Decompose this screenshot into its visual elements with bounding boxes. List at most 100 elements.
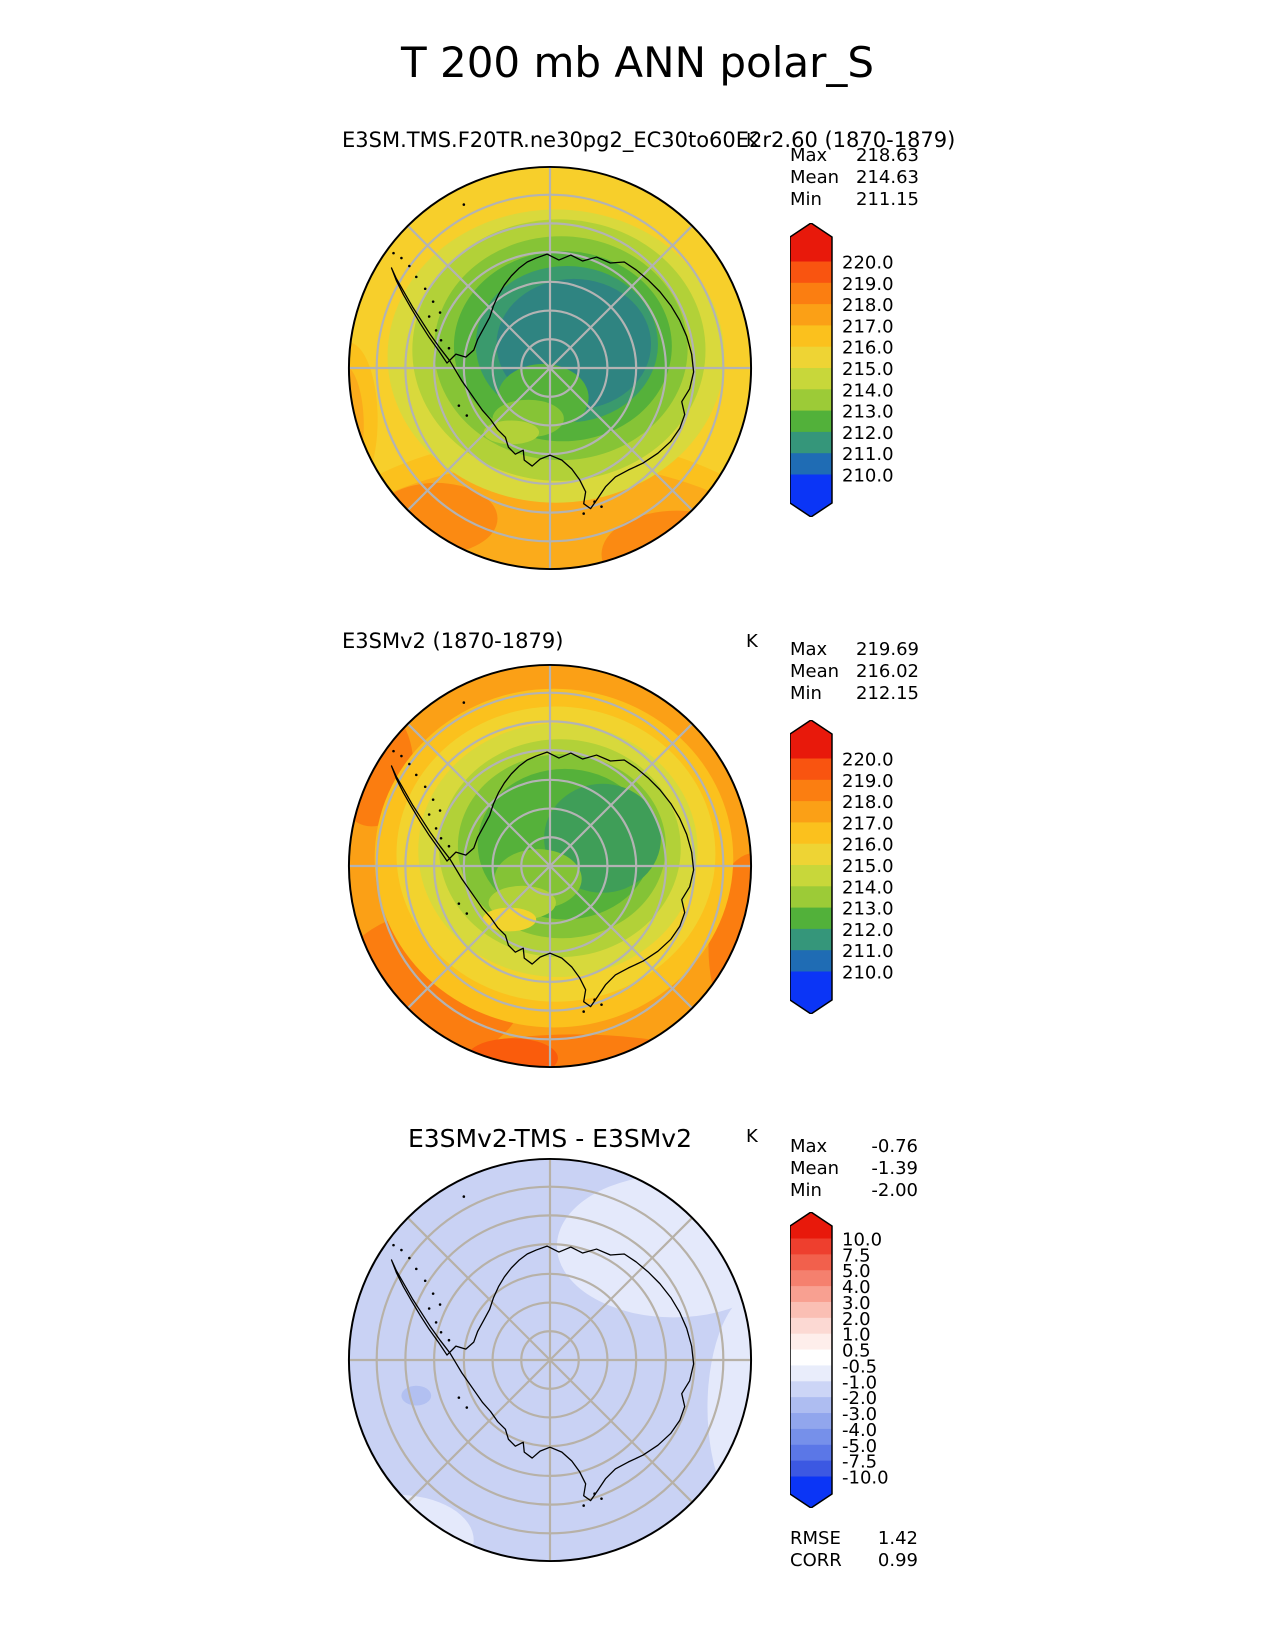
polar-map-difference — [342, 1152, 758, 1568]
colorbar-tick-label: 10.0 — [842, 1230, 882, 1251]
colorbar-tick-label: 219.0 — [842, 274, 894, 295]
colorbar-tick-label: 2.0 — [842, 1309, 871, 1330]
metric-label: CORR — [790, 1550, 842, 1571]
colorbar-tick-label: 212.0 — [842, 920, 894, 941]
metric-row: RMSE 1.42 — [790, 1528, 918, 1550]
map-svg — [347, 1157, 753, 1563]
stat-label: Min — [790, 189, 822, 210]
metrics-block: RMSE 1.42 CORR 0.99 — [790, 1528, 918, 1572]
panel-title: E3SMv2-TMS - E3SMv2 — [407, 1124, 693, 1153]
map-svg — [347, 663, 753, 1069]
stat-row: Min 212.15 — [790, 683, 919, 705]
polar-map-test — [342, 160, 758, 576]
stat-value: 216.02 — [856, 661, 919, 682]
metric-value: 1.42 — [877, 1528, 918, 1549]
panel-title: E3SMv2 (1870-1879) — [342, 629, 564, 653]
panel-title: E3SM.TMS.F20TR.ne30pg2_EC30to60E2r2.60 (… — [342, 128, 956, 152]
colorbar-tick-label: 211.0 — [842, 444, 894, 465]
stat-label: Max — [790, 1136, 828, 1157]
units-label: K — [746, 130, 758, 151]
colorbar-tick-label: 210.0 — [842, 963, 894, 984]
colorbar-tick-label: 214.0 — [842, 380, 894, 401]
antarctica-coastline — [390, 253, 695, 510]
stat-label: Max — [790, 639, 828, 660]
colorbar-tick-label: -3.0 — [842, 1404, 877, 1425]
colorbar-svg: 10.07.55.04.03.02.01.00.5-0.5-1.0-2.0-3.… — [790, 1212, 889, 1508]
stat-value: -0.76 — [871, 1136, 918, 1157]
colorbar-tick-label: 219.0 — [842, 771, 894, 792]
stat-row: Mean -1.39 — [790, 1158, 918, 1180]
colorbar-tick-label: 220.0 — [842, 253, 894, 274]
colorbar-tick-label: 213.0 — [842, 402, 894, 423]
figure-title: T 200 mb ANN polar_S — [400, 38, 875, 87]
colorbar-tick-label: -7.5 — [842, 1452, 877, 1473]
stat-label: Min — [790, 683, 822, 704]
stat-label: Max — [790, 145, 828, 166]
colorbar-difference: 10.0 7.5 5.0 4.0 3.0 2.0 1.0 0.5 -0.5 -1.0 -2.0 -3.… — [790, 1212, 920, 1508]
stat-row: Mean 216.02 — [790, 661, 919, 683]
stat-row: Min -2.00 — [790, 1180, 918, 1202]
colorbar-tick-label: -1.0 — [842, 1372, 877, 1393]
colorbar-svg: 220.0219.0218.0217.0216.0215.0214.0213.0… — [790, 223, 894, 517]
colorbar-tick-label: 218.0 — [842, 792, 894, 813]
metric-label: RMSE — [790, 1528, 841, 1549]
graticule — [348, 166, 752, 570]
colorbar-svg: 220.0219.0218.0217.0216.0215.0214.0213.0… — [790, 720, 894, 1014]
colorbar-tick-label: 218.0 — [842, 295, 894, 316]
colorbar-tick-label: 211.0 — [842, 941, 894, 962]
colorbar-tick-label: -5.0 — [842, 1436, 877, 1457]
stat-row: Max -0.76 — [790, 1136, 918, 1158]
units-label: K — [746, 1126, 758, 1147]
stat-row: Max 218.63 — [790, 145, 919, 167]
stat-label: Mean — [790, 167, 840, 188]
colorbar-tick-label: 1.0 — [842, 1325, 871, 1346]
polar-map-reference — [342, 658, 758, 1074]
metric-value: 0.99 — [877, 1550, 918, 1571]
colorbar-tick-label: 217.0 — [842, 813, 894, 834]
stat-value: -1.39 — [871, 1158, 918, 1179]
stat-value: -2.00 — [871, 1180, 918, 1201]
colorbar-reference: 220.0 219.0 218.0 217.0 216.0 215.0 214.0 213.0… — [790, 720, 920, 1014]
stat-row: Min 211.15 — [790, 189, 919, 211]
colorbar-tick-label: 215.0 — [842, 856, 894, 877]
colorbar-tick-label: 214.0 — [842, 877, 894, 898]
stats-block: Max 219.69 Mean 216.02 Min 212.15 — [790, 639, 919, 705]
colorbar-tick-label: 212.0 — [842, 423, 894, 444]
colorbar-tick-label: -2.0 — [842, 1388, 877, 1409]
stat-value: 214.63 — [856, 167, 919, 188]
stat-value: 218.63 — [856, 145, 919, 166]
colorbar-tick-label: 210.0 — [842, 466, 894, 487]
stats-block: Max -0.76 Mean -1.39 Min -2.00 — [790, 1136, 918, 1202]
stat-value: 211.15 — [856, 189, 919, 210]
stat-label: Mean — [790, 1158, 840, 1179]
colorbar-tick-label: -10.0 — [842, 1468, 889, 1489]
stat-label: Mean — [790, 661, 840, 682]
antarctica-coastline — [390, 1245, 695, 1502]
antarctica-coastline — [390, 751, 695, 1008]
units-label: K — [746, 631, 758, 652]
metric-row: CORR 0.99 — [790, 1550, 918, 1572]
map-svg — [347, 165, 753, 571]
colorbar-tick-label: 3.0 — [842, 1293, 871, 1314]
graticule — [348, 1158, 752, 1562]
colorbar-tick-label: 4.0 — [842, 1277, 871, 1298]
colorbar-test: 220.0 219.0 218.0 217.0 216.0 215.0 214.0 213.0… — [790, 223, 920, 517]
stats-block: Max 218.63 Mean 214.63 Min 211.15 — [790, 145, 919, 211]
colorbar-tick-label: 216.0 — [842, 835, 894, 856]
stat-row: Mean 214.63 — [790, 167, 919, 189]
graticule — [348, 664, 752, 1068]
colorbar-tick-label: 217.0 — [842, 316, 894, 337]
colorbar-tick-label: -0.5 — [842, 1356, 877, 1377]
stat-label: Min — [790, 1180, 822, 1201]
colorbar-tick-label: 216.0 — [842, 338, 894, 359]
colorbar-tick-label: 213.0 — [842, 899, 894, 920]
colorbar-tick-label: 220.0 — [842, 750, 894, 771]
colorbar-tick-label: 0.5 — [842, 1341, 871, 1362]
colorbar-tick-label: 5.0 — [842, 1261, 871, 1282]
stat-value: 219.69 — [856, 639, 919, 660]
stat-value: 212.15 — [856, 683, 919, 704]
stat-row: Max 219.69 — [790, 639, 919, 661]
colorbar-tick-label: 7.5 — [842, 1245, 871, 1266]
colorbar-tick-label: -4.0 — [842, 1420, 877, 1441]
colorbar-tick-label: 215.0 — [842, 359, 894, 380]
